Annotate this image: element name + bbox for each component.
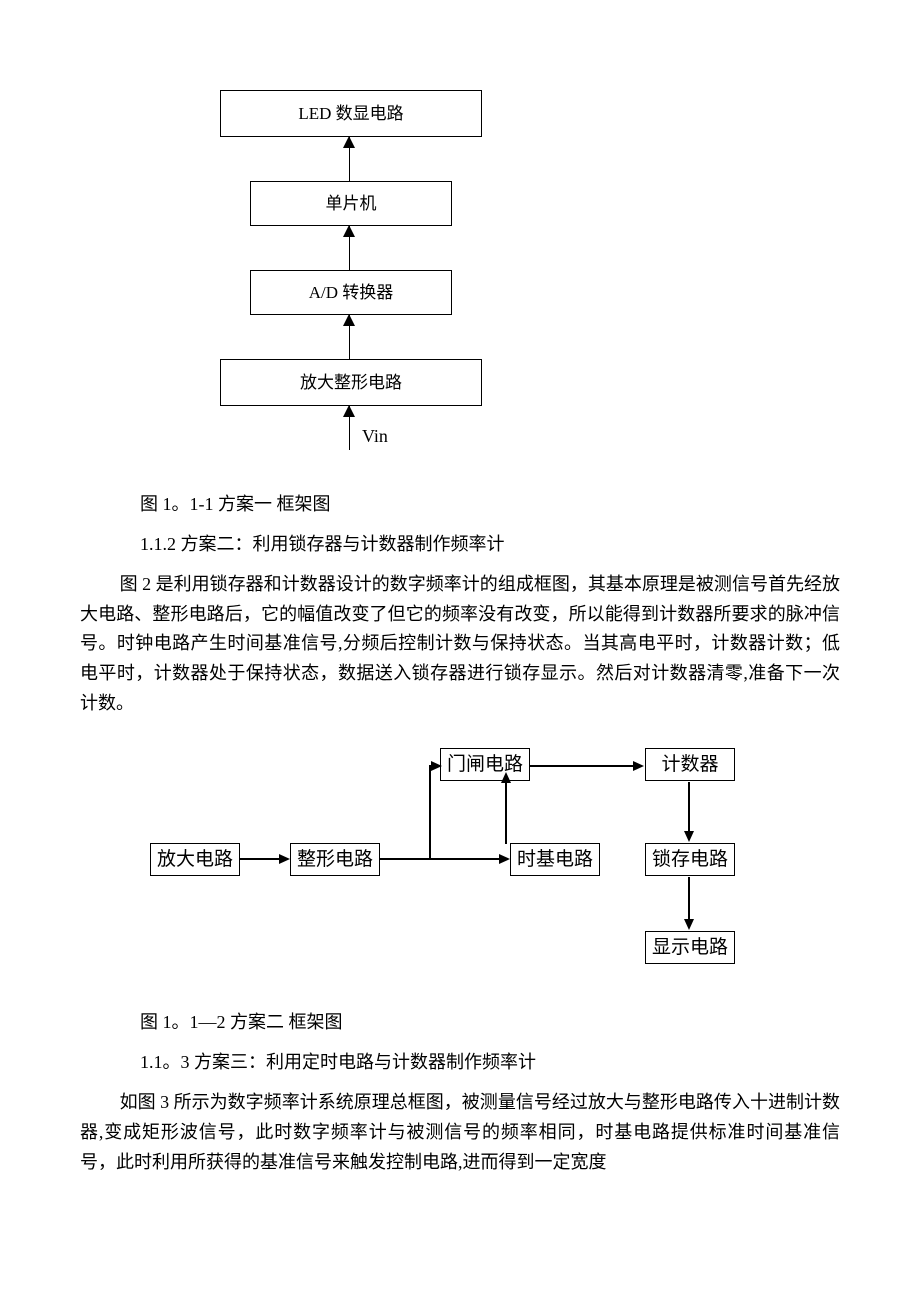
arrowhead [499,854,510,864]
d2-box-shape: 整形电路 [290,843,380,876]
d1-arrow [220,226,540,270]
d1-box-led: LED 数显电路 [220,90,482,137]
edge [530,765,634,767]
d2-box-counter: 计数器 [645,748,735,781]
d2-box-clock: 时基电路 [510,843,600,876]
edge [429,858,489,860]
d1-arrow [220,315,540,359]
diagram-1-vertical-flow: LED 数显电路 单片机 A/D 转换器 放大整形电路 Vin [220,90,540,450]
d2-box-amp: 放大电路 [150,843,240,876]
arrowhead [279,854,290,864]
arrowhead [633,761,644,771]
section-1-1-2-heading: 1.1.2 方案二：利用锁存器与计数器制作频率计 [140,530,840,556]
arrowhead [684,919,694,930]
section-1-1-2-body: 图 2 是利用锁存器和计数器设计的数字频率计的组成框图，其基本原理是被测信号首先… [80,570,840,718]
section-1-1-3-heading: 1.1。3 方案三：利用定时电路与计数器制作频率计 [140,1048,840,1074]
d1-vin-label: Vin [362,426,388,447]
d1-box-mcu: 单片机 [250,181,452,226]
edge [688,877,690,920]
d1-arrow [220,137,540,181]
arrowhead [431,761,442,771]
d2-box-latch: 锁存电路 [645,843,735,876]
d1-input-vin: Vin [220,406,540,450]
figure-2-caption: 图 1。1—2 方案二 框架图 [140,1008,840,1034]
edge [505,781,507,844]
edge [380,858,430,860]
d1-box-adc: A/D 转换器 [250,270,452,315]
d1-box-amp: 放大整形电路 [220,359,482,406]
d2-box-gate: 门闸电路 [440,748,530,781]
arrowhead [684,831,694,842]
arrowhead [501,772,511,783]
d2-box-display: 显示电路 [645,931,735,964]
edge [240,858,280,860]
edge [429,766,431,859]
diagram-2-block: 放大电路 整形电路 时基电路 锁存电路 门闸电路 计数器 显示电路 [150,748,790,968]
section-1-1-3-body: 如图 3 所示为数字频率计系统原理总框图，被测量信号经过放大与整形电路传入十进制… [80,1088,840,1177]
edge [688,782,690,832]
figure-1-caption: 图 1。1-1 方案一 框架图 [140,490,840,516]
